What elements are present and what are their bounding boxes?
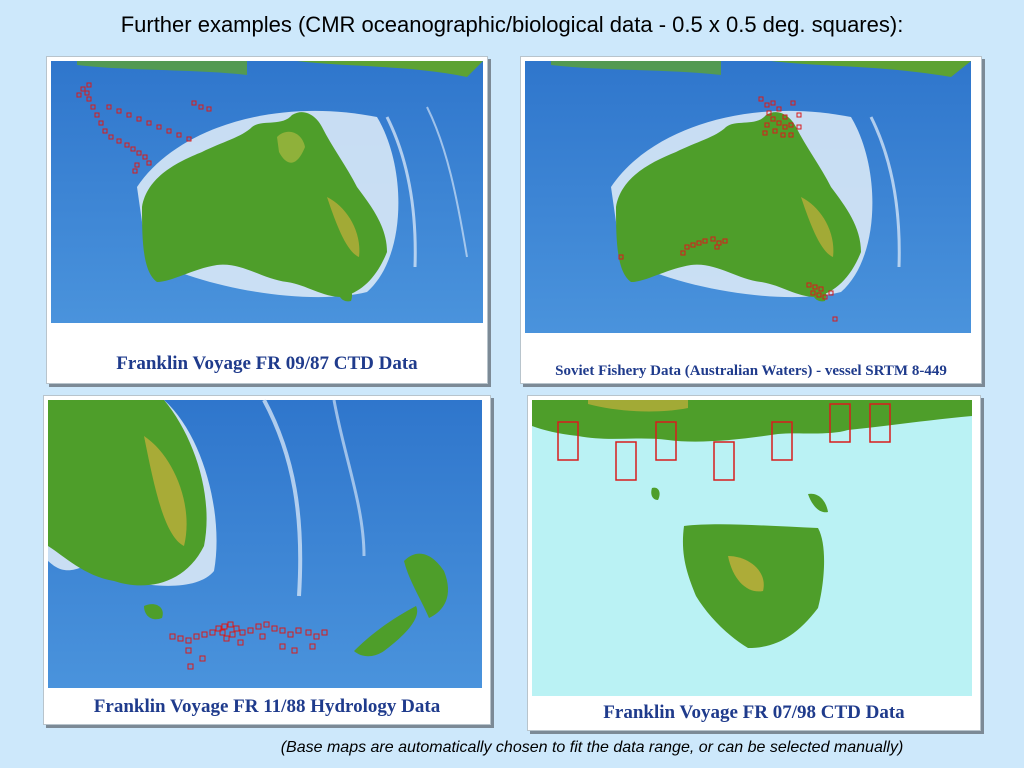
map-australia-fr0987 <box>51 61 483 323</box>
caption-soviet-fishery: Soviet Fishery Data (Australian Waters) … <box>555 363 947 379</box>
caption-fr0987: Franklin Voyage FR 09/87 CTD Data <box>116 353 418 374</box>
map-panel-fr0798: Franklin Voyage FR 07/98 CTD Data <box>527 395 981 731</box>
data-squares-fr0798 <box>557 403 891 481</box>
data-squares-fr0987 <box>76 82 212 174</box>
caption-fr0798: Franklin Voyage FR 07/98 CTD Data <box>603 702 905 723</box>
caption-fr1188: Franklin Voyage FR 11/88 Hydrology Data <box>93 696 441 717</box>
footnote: (Base maps are automatically chosen to f… <box>280 739 904 756</box>
map-panel-soviet-fishery: Soviet Fishery Data (Australian Waters) … <box>520 56 982 384</box>
map-panel-fr0987: Franklin Voyage FR 09/87 CTD Data <box>46 56 488 384</box>
map-panel-fr1188: Franklin Voyage FR 11/88 Hydrology Data <box>43 395 491 725</box>
slide-title: Further examples (CMR oceanographic/biol… <box>120 12 904 37</box>
data-squares-soviet <box>618 96 838 322</box>
map-australia-soviet <box>525 61 971 333</box>
map-tasmania-fr0798 <box>532 400 972 696</box>
map-tasman-fr1188 <box>48 399 482 688</box>
data-squares-fr1188 <box>169 621 328 670</box>
